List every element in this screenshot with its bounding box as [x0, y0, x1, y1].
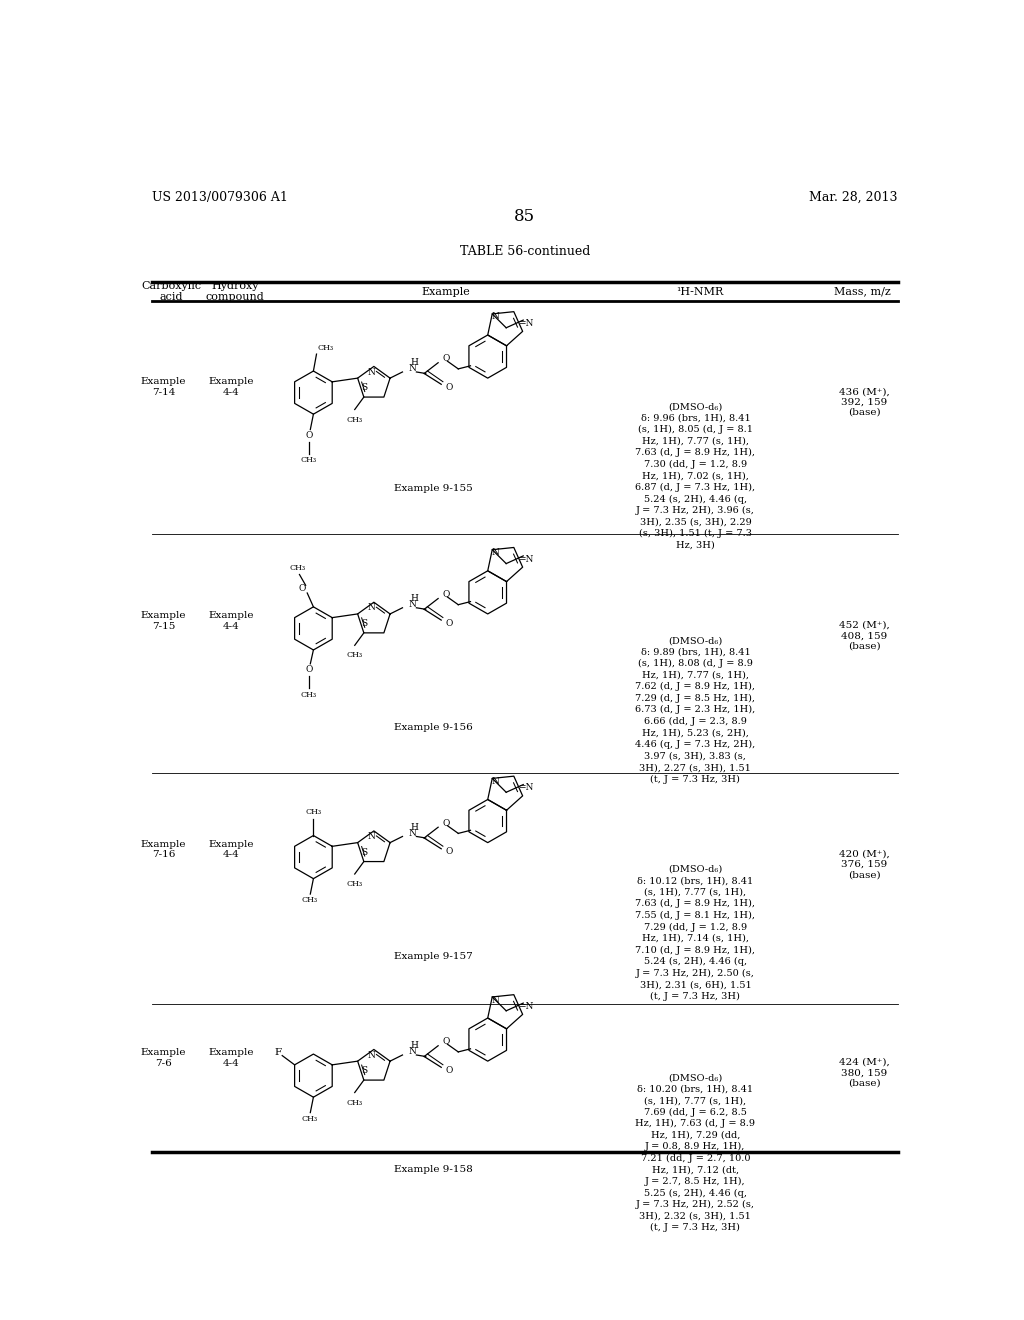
Text: O: O	[298, 583, 305, 593]
Text: Example 9-156: Example 9-156	[394, 723, 473, 733]
Text: 420 (M⁺),
376, 159
(base): 420 (M⁺), 376, 159 (base)	[839, 850, 890, 879]
Text: H: H	[411, 358, 419, 367]
Text: O: O	[445, 383, 454, 392]
Text: US 2013/0079306 A1: US 2013/0079306 A1	[152, 190, 288, 203]
Text: N: N	[368, 603, 376, 612]
Text: CH₃: CH₃	[301, 896, 317, 904]
Text: CH₃: CH₃	[347, 880, 362, 888]
Text: TABLE 56-continued: TABLE 56-continued	[460, 246, 590, 259]
Text: Carboxylic
acid: Carboxylic acid	[141, 281, 202, 302]
Text: O: O	[442, 1038, 450, 1047]
Text: ¹H-NMR: ¹H-NMR	[676, 286, 723, 297]
Text: N: N	[492, 313, 500, 322]
Text: Example
7-16: Example 7-16	[141, 840, 186, 859]
Text: S: S	[361, 1067, 368, 1076]
Text: Example: Example	[421, 286, 470, 297]
Text: Example
7-6: Example 7-6	[141, 1048, 186, 1068]
Text: =N: =N	[518, 554, 534, 564]
Text: Example
7-15: Example 7-15	[141, 611, 186, 631]
Text: O: O	[442, 590, 450, 599]
Text: O: O	[445, 1065, 454, 1074]
Text: N: N	[368, 832, 376, 841]
Text: O: O	[305, 665, 312, 675]
Text: Mass, m/z: Mass, m/z	[834, 286, 891, 297]
Text: 452 (M⁺),
408, 159
(base): 452 (M⁺), 408, 159 (base)	[839, 620, 890, 651]
Text: O: O	[442, 818, 450, 828]
Text: N: N	[368, 367, 376, 376]
Text: O: O	[442, 354, 450, 363]
Text: N: N	[409, 601, 417, 610]
Text: H: H	[411, 1041, 419, 1051]
Text: S: S	[361, 847, 368, 857]
Text: Hydroxy
compound: Hydroxy compound	[206, 281, 264, 302]
Text: N: N	[368, 1051, 376, 1060]
Text: CH₃: CH₃	[301, 1115, 317, 1123]
Text: Example
4-4: Example 4-4	[209, 611, 254, 631]
Text: O: O	[445, 619, 454, 628]
Text: F: F	[274, 1048, 282, 1057]
Text: (DMSO-d₆)
δ: 9.96 (brs, 1H), 8.41
(s, 1H), 8.05 (d, J = 8.1
Hz, 1H), 7.77 (s, 1H: (DMSO-d₆) δ: 9.96 (brs, 1H), 8.41 (s, 1H…	[635, 403, 756, 550]
Text: CH₃: CH₃	[301, 457, 316, 465]
Text: N: N	[409, 829, 417, 838]
Text: Example
4-4: Example 4-4	[209, 1048, 254, 1068]
Text: Example
4-4: Example 4-4	[209, 378, 254, 397]
Text: CH₃: CH₃	[290, 565, 306, 573]
Text: N: N	[409, 1047, 417, 1056]
Text: N: N	[409, 364, 417, 374]
Text: 436 (M⁺),
392, 159
(base): 436 (M⁺), 392, 159 (base)	[839, 387, 890, 417]
Text: CH₃: CH₃	[305, 808, 322, 817]
Text: O: O	[305, 432, 312, 441]
Text: N: N	[492, 548, 500, 557]
Text: (DMSO-d₆)
δ: 9.89 (brs, 1H), 8.41
(s, 1H), 8.08 (d, J = 8.9
Hz, 1H), 7.77 (s, 1H: (DMSO-d₆) δ: 9.89 (brs, 1H), 8.41 (s, 1H…	[635, 636, 756, 784]
Text: O: O	[445, 847, 454, 857]
Text: CH₃: CH₃	[347, 1098, 362, 1106]
Text: H: H	[411, 594, 419, 603]
Text: 424 (M⁺),
380, 159
(base): 424 (M⁺), 380, 159 (base)	[839, 1057, 890, 1088]
Text: Example
4-4: Example 4-4	[209, 840, 254, 859]
Text: =N: =N	[518, 319, 534, 327]
Text: N: N	[492, 777, 500, 785]
Text: Example 9-155: Example 9-155	[394, 484, 473, 494]
Text: H: H	[411, 822, 419, 832]
Text: S: S	[361, 619, 368, 628]
Text: CH₃: CH₃	[347, 652, 362, 660]
Text: =N: =N	[518, 784, 534, 792]
Text: N: N	[492, 995, 500, 1005]
Text: CH₃: CH₃	[347, 416, 362, 424]
Text: CH₃: CH₃	[317, 345, 334, 352]
Text: Mar. 28, 2013: Mar. 28, 2013	[809, 190, 898, 203]
Text: (DMSO-d₆)
δ: 10.12 (brs, 1H), 8.41
(s, 1H), 7.77 (s, 1H),
7.63 (d, J = 8.9 Hz, 1: (DMSO-d₆) δ: 10.12 (brs, 1H), 8.41 (s, 1…	[636, 865, 756, 1001]
Text: (DMSO-d₆)
δ: 10.20 (brs, 1H), 8.41
(s, 1H), 7.77 (s, 1H),
7.69 (dd, J = 6.2, 8.5: (DMSO-d₆) δ: 10.20 (brs, 1H), 8.41 (s, 1…	[636, 1073, 756, 1233]
Text: 85: 85	[514, 207, 536, 224]
Text: Example
7-14: Example 7-14	[141, 378, 186, 397]
Text: =N: =N	[518, 1002, 534, 1011]
Text: Example 9-157: Example 9-157	[394, 952, 473, 961]
Text: S: S	[361, 383, 368, 392]
Text: CH₃: CH₃	[301, 690, 316, 698]
Text: Example 9-158: Example 9-158	[394, 1166, 473, 1175]
